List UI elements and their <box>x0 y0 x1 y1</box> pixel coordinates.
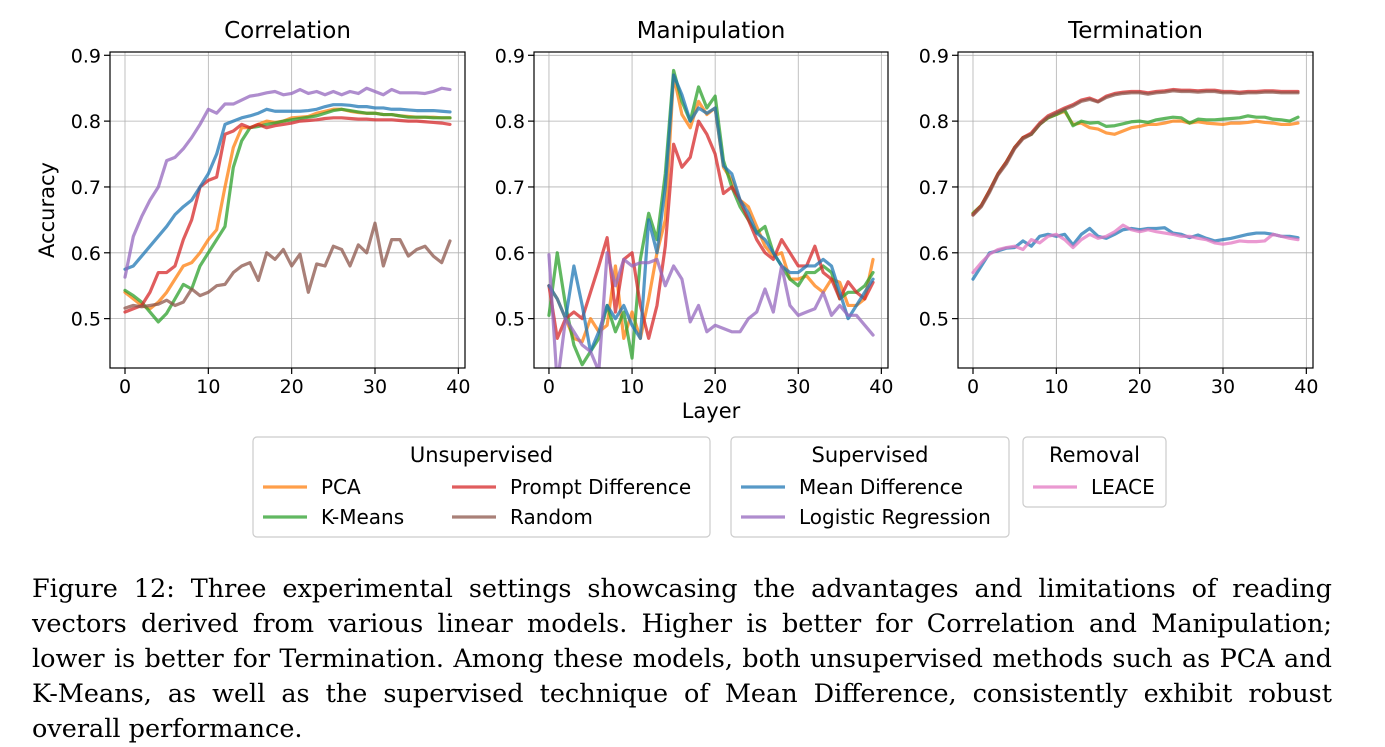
series-line-logistic-regression <box>547 251 875 368</box>
series-group <box>547 68 875 368</box>
chart-title: Manipulation <box>637 18 786 44</box>
legend-label-mean-difference: Mean Difference <box>799 475 963 499</box>
series-line-k-means <box>123 107 452 324</box>
x-tick-label: 30 <box>363 376 387 398</box>
y-tick-label: 0.6 <box>495 243 525 265</box>
series-line-prompt-difference <box>123 116 452 314</box>
chart-title: Termination <box>1067 18 1203 44</box>
y-tick-label: 0.8 <box>71 111 101 133</box>
y-tick-label: 0.6 <box>71 243 101 265</box>
series-line-mean-difference <box>971 226 1300 281</box>
y-tick-label: 0.5 <box>71 309 101 331</box>
series-line-prompt-difference <box>547 119 875 340</box>
x-axis-label: Layer <box>682 399 741 423</box>
panel-termination: 0 10 20 30 40 0.5 0.6 0.7 0.8 0.9 Termination <box>919 18 1319 398</box>
x-tick-label: 10 <box>1044 376 1068 398</box>
plot-frame <box>109 51 466 369</box>
x-tick-label: 40 <box>1294 376 1318 398</box>
y-tick-label: 0.8 <box>919 111 949 133</box>
y-tick-label: 0.7 <box>495 177 525 199</box>
panel-correlation: 0 10 20 30 40 0.5 0.6 0.7 0.8 0.9 Correlation Accur… <box>35 18 470 398</box>
y-tick-label: 0.5 <box>919 309 949 331</box>
series-line-logistic-regression <box>123 86 452 279</box>
y-axis-label: Accuracy <box>35 162 59 258</box>
legend-label-logistic-regression: Logistic Regression <box>799 505 991 529</box>
y-tick-label: 0.5 <box>495 309 525 331</box>
chart-title: Correlation <box>224 18 351 44</box>
x-tick-label: 20 <box>280 376 304 398</box>
legend-label-random: Random <box>510 505 593 529</box>
legend-box <box>730 436 1010 538</box>
legend-supervised: Supervised Mean Difference Logistic Regres… <box>730 436 1010 538</box>
x-tick-label: 20 <box>1128 376 1152 398</box>
legend-removal: Removal LEACE <box>1022 436 1167 508</box>
y-tick-label: 0.9 <box>495 45 525 67</box>
legend-title: Removal <box>1049 443 1140 467</box>
series-line-leace <box>971 223 1300 275</box>
legend-label-leace: LEACE <box>1091 475 1155 499</box>
series-group <box>123 86 452 324</box>
y-tick-label: 0.9 <box>71 45 101 67</box>
x-tick-label: 0 <box>543 376 555 398</box>
x-tick-label: 10 <box>196 376 220 398</box>
plot-frame <box>533 51 889 369</box>
series-line-random <box>971 89 1300 217</box>
series-line-pca <box>971 109 1300 215</box>
legend-title: Supervised <box>812 443 929 467</box>
figure-caption: Figure 12: Three experimental settings s… <box>32 574 1332 744</box>
x-tick-label: 30 <box>1211 376 1235 398</box>
series-line-k-means <box>547 68 875 367</box>
x-tick-label: 0 <box>119 376 131 398</box>
figure: 0 10 20 30 40 0.5 0.6 0.7 0.8 0.9 Correlation Accur… <box>35 18 1319 538</box>
series-line-random <box>123 221 452 310</box>
legend-label-pca: PCA <box>321 475 361 499</box>
series-line-mean-difference <box>123 103 452 271</box>
legend-box <box>1022 436 1167 508</box>
y-tick-label: 0.7 <box>71 177 101 199</box>
y-tick-label: 0.7 <box>919 177 949 199</box>
x-tick-label: 10 <box>620 376 644 398</box>
plot-frame <box>957 51 1314 369</box>
legend-label-k-means: K-Means <box>321 505 404 529</box>
series-line-prompt-difference <box>971 87 1300 217</box>
x-tick-label: 20 <box>703 376 727 398</box>
series-line-pca <box>123 107 452 311</box>
y-tick-label: 0.9 <box>919 45 949 67</box>
series-line-pca <box>547 73 875 344</box>
x-tick-label: 40 <box>446 376 470 398</box>
series-group <box>971 87 1300 281</box>
legend-unsupervised: Unsupervised PCA K-Means Prompt Difference R… <box>252 436 711 538</box>
x-tick-label: 0 <box>967 376 979 398</box>
legend-label-prompt-difference: Prompt Difference <box>510 475 691 499</box>
y-tick-label: 0.8 <box>495 111 525 133</box>
x-tick-label: 30 <box>786 376 810 398</box>
y-tick-label: 0.6 <box>919 243 949 265</box>
series-line-mean-difference <box>547 73 875 354</box>
x-tick-label: 40 <box>869 376 893 398</box>
panel-manipulation: 0 10 20 30 40 0.5 0.6 0.7 0.8 0.9 Manipulation Laye… <box>495 18 894 423</box>
legend-title: Unsupervised <box>410 443 553 467</box>
